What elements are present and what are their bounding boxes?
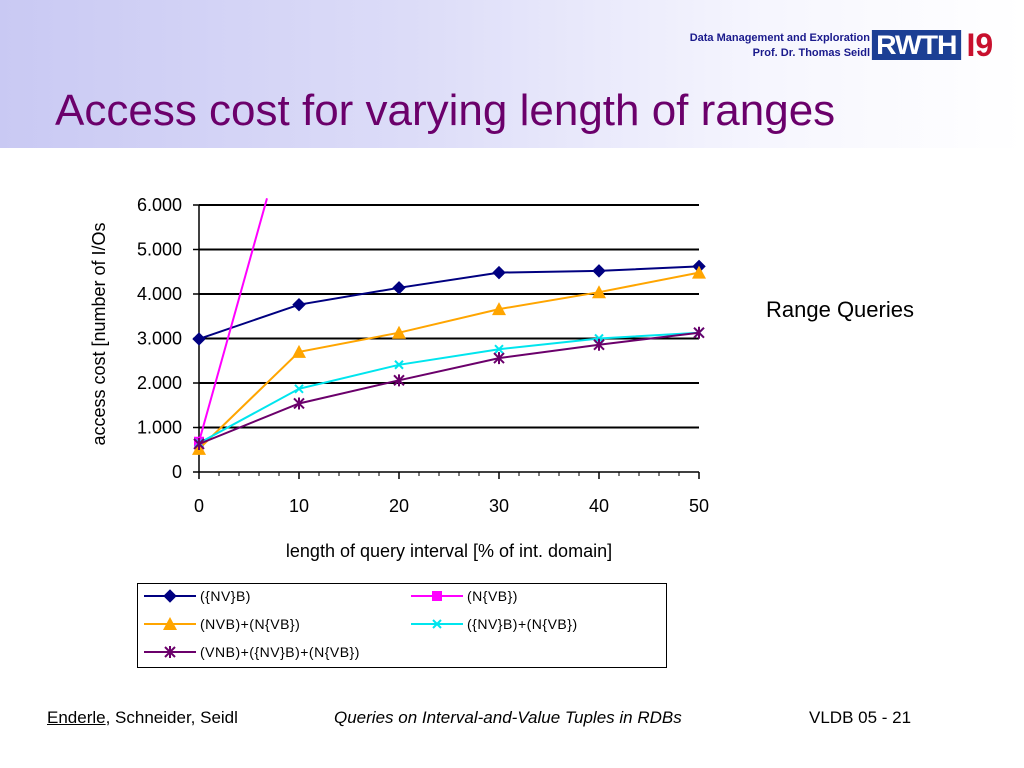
x-tick-label-4: 40 (589, 496, 609, 516)
legend-swatch-marker-3 (432, 619, 442, 629)
legend-swatch-marker-0 (163, 589, 177, 603)
footer: Enderle, Schneider, Seidl Queries on Int… (0, 708, 1024, 730)
legend-label-0: ({NV}B) (200, 588, 251, 604)
series-0-point-2 (392, 281, 406, 295)
series-line-3 (198, 331, 700, 444)
series-lines (192, 198, 706, 455)
series-4-point-1 (293, 397, 305, 410)
legend-swatch-3 (411, 619, 463, 629)
y-tick-label-0: 0 (172, 462, 182, 482)
series-4-point-4 (593, 338, 605, 351)
series-line-2 (198, 271, 700, 450)
series-3-point-2 (394, 360, 404, 370)
legend-item-4: (VNB)+({NV}B)+(N{VB}) (142, 642, 360, 662)
series-0-point-3 (492, 265, 506, 280)
x-axis-title: length of query interval [% of int. doma… (286, 541, 612, 561)
i9-logo: I9 (966, 27, 994, 63)
footer-lead-author[interactable]: Enderle (47, 708, 106, 727)
legend-item-0: ({NV}B) (142, 586, 251, 606)
series-3-point-1 (294, 384, 304, 394)
footer-page-number: VLDB 05 - 21 (809, 708, 912, 727)
footer-paper-title: Queries on Interval-and-Value Tuples in … (334, 708, 682, 727)
legend-item-1: (N{VB}) (409, 586, 518, 606)
x-tick-label-3: 30 (489, 496, 509, 516)
affiliation: Data Management and Exploration Prof. Dr… (690, 31, 870, 61)
y-tick-label-3: 3.000 (137, 329, 182, 349)
legend-item-2: (NVB)+(N{VB}) (142, 614, 300, 634)
range-queries-label: Range Queries (766, 297, 914, 322)
rwth-logo: RWTH (871, 30, 961, 60)
legend-swatch-marker-2 (163, 617, 177, 630)
legend-label-4: (VNB)+({NV}B)+(N{VB}) (200, 644, 360, 660)
series-4-point-3 (493, 352, 505, 365)
x-tick-label-5: 50 (689, 496, 709, 516)
footer-authors: Enderle, Schneider, Seidl (47, 708, 238, 728)
legend-label-1: (N{VB}) (467, 588, 518, 604)
legend-swatch-marker-1 (432, 591, 442, 601)
series-line-0 (198, 265, 700, 340)
series-4 (193, 326, 705, 450)
gridlines (199, 204, 699, 429)
x-tick-label-1: 10 (289, 496, 309, 516)
series-2 (192, 265, 706, 455)
tick-labels: 0 1.000 2.000 3.000 4.000 5.000 6.000 0 10 20 30 40… (137, 195, 709, 516)
series-2-point-3 (492, 302, 506, 316)
y-axis-title: access cost [number of I/Os (89, 222, 109, 445)
affiliation-line2: Prof. Dr. Thomas Seidl (752, 47, 870, 59)
legend-swatch-4 (144, 646, 196, 658)
legend-label-2: (NVB)+(N{VB}) (200, 616, 301, 632)
series-0 (192, 259, 706, 346)
y-tick-label-1: 1.000 (137, 418, 182, 438)
chart-legend: ({NV}B) (N{VB}) (NVB)+(N{VB}) ({NV}B)+(N{VB… (137, 583, 667, 668)
series-4-point-5 (693, 326, 705, 339)
series-2-point-2 (392, 325, 406, 339)
slide-title: Access cost for varying length of ranges (55, 86, 836, 135)
series-0-point-0 (192, 332, 206, 346)
x-tick-label-2: 20 (389, 496, 409, 516)
y-tick-label-5: 5.000 (137, 240, 182, 260)
y-tick-label-6: 6.000 (137, 195, 182, 215)
y-tick-label-4: 4.000 (137, 284, 182, 304)
legend-swatch-1 (411, 591, 463, 601)
affiliation-line1: Data Management and Exploration (689, 32, 870, 44)
series-0-point-4 (592, 264, 606, 278)
legend-swatch-0 (144, 589, 196, 603)
series-2-point-5 (692, 265, 706, 279)
y-tick-label-2: 2.000 (137, 373, 182, 393)
series-line-4 (198, 331, 700, 445)
series-4-point-0 (193, 437, 205, 450)
x-tick-label-0: 0 (194, 496, 204, 516)
series-2-point-1 (292, 344, 306, 358)
legend-label-3: ({NV}B)+(N{VB}) (467, 616, 578, 632)
legend-swatch-2 (144, 617, 196, 630)
legend-swatch-marker-4 (164, 646, 176, 658)
series-0-point-1 (292, 297, 306, 312)
rwth-i9-logo: RWTH I9 (871, 27, 994, 63)
header-band (0, 0, 1024, 148)
footer-co-authors: , Schneider, Seidl (105, 708, 238, 727)
series-1 (194, 198, 268, 447)
series-4-point-2 (393, 374, 405, 387)
series-3 (194, 328, 704, 448)
series-line-1 (198, 198, 268, 442)
series-2-point-4 (592, 285, 606, 299)
legend-item-3: ({NV}B)+(N{VB}) (409, 614, 578, 634)
series-3-point-3 (494, 344, 504, 354)
